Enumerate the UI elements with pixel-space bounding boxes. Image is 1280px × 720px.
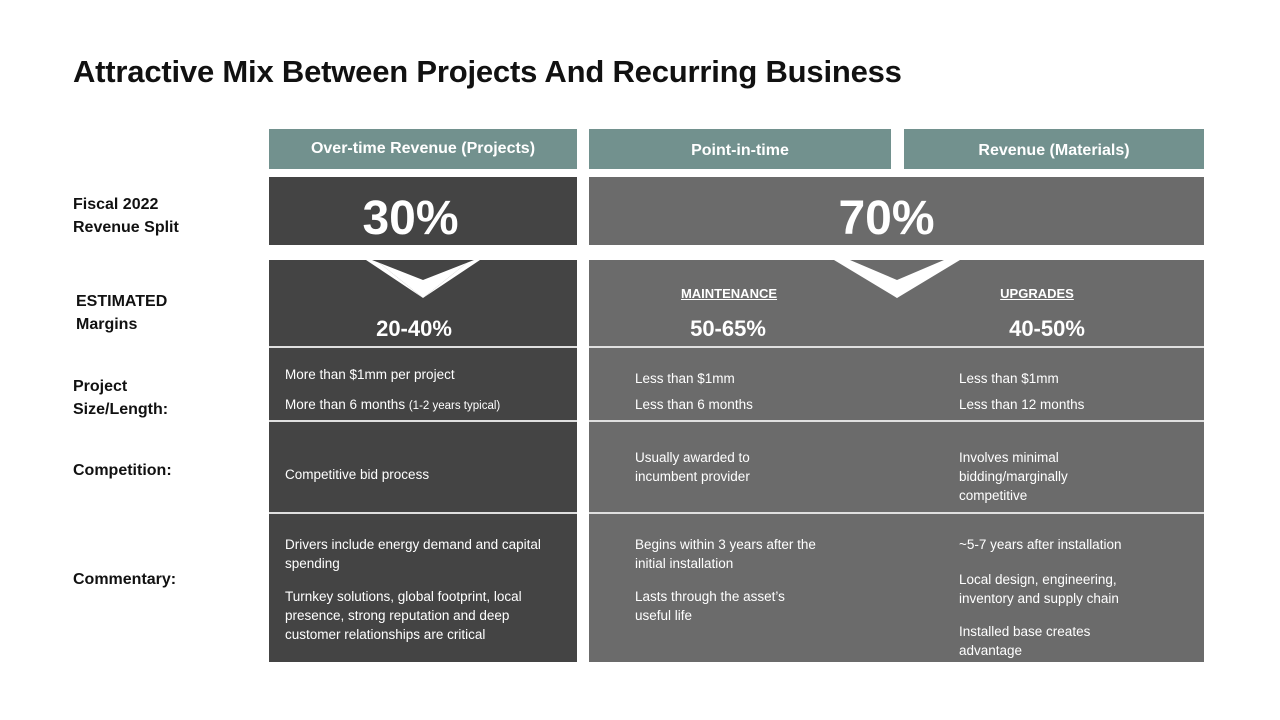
upgrades-commentary-capabilities: Local design, engineering, inventory and… [959, 570, 1119, 608]
header-label: Point-in-time [691, 142, 789, 159]
header-revenue-materials: Revenue (Materials) [904, 129, 1204, 169]
row-divider [269, 512, 577, 514]
cell-line: Usually awarded to [635, 450, 750, 465]
row-label-line: Margins [76, 316, 138, 333]
header-over-time-revenue: Over-time Revenue (Projects) [269, 129, 577, 169]
cell-line: Lasts through the asset’s [635, 589, 785, 604]
row-divider [589, 420, 1204, 422]
upgrades-commentary-timing: ~5-7 years after installation [959, 535, 1121, 554]
cell-line: incumbent provider [635, 469, 750, 484]
projects-duration-line: More than 6 months (1-2 years typical) [285, 395, 500, 416]
maintenance-commentary-timing: Begins within 3 years after the initial … [635, 535, 816, 573]
row-label-line: Revenue Split [73, 219, 179, 236]
projects-margin: 20-40% [376, 316, 452, 341]
cell-line: Involves minimal [959, 450, 1059, 465]
row-divider [589, 512, 1204, 514]
projects-competition: Competitive bid process [285, 467, 430, 482]
projects-commentary-strengths: Turnkey solutions, global footprint, loc… [285, 587, 522, 644]
row-label-line: Size/Length: [73, 401, 169, 418]
projects-duration-text: More than 6 months [285, 397, 406, 412]
cell-line: inventory and supply chain [959, 591, 1119, 606]
row-divider [269, 346, 577, 348]
upgrades-size-line: Less than $1mm [959, 371, 1059, 386]
cell-line: customer relationships are critical [285, 627, 486, 642]
header-label: Revenue (Materials) [978, 142, 1130, 159]
row-label-competition: Competition: [73, 462, 172, 479]
cell-line: initial installation [635, 556, 734, 571]
cell-line: ~5-7 years after installation [959, 537, 1122, 552]
row-label-line: ESTIMATED [76, 293, 168, 310]
row-divider [589, 346, 1204, 348]
upgrades-margin: 40-50% [1009, 316, 1085, 341]
upgrades-duration-line: Less than 12 months [959, 397, 1085, 412]
projects-commentary-drivers: Drivers include energy demand and capita… [285, 535, 541, 573]
page-title: Attractive Mix Between Projects And Recu… [73, 54, 902, 89]
upgrades-competition: Involves minimal bidding/marginally comp… [959, 448, 1068, 505]
cell-line: competitive [959, 488, 1028, 503]
projects-split-value: 30% [362, 192, 459, 245]
upgrades-subheader: UPGRADES [1000, 286, 1074, 301]
cell-line: Local design, engineering, [959, 572, 1117, 587]
projects-size-line: More than $1mm per project [285, 367, 455, 382]
row-label-project-size: Project Size/Length: [73, 375, 168, 421]
header-point-in-time: Point-in-time [589, 129, 891, 169]
header-label: Over-time Revenue (Projects) [310, 140, 536, 157]
cell-line: Drivers include energy demand and capita… [285, 537, 541, 552]
row-label-line: Fiscal 2022 [73, 196, 159, 213]
row-label-margins: ESTIMATED Margins [76, 290, 167, 336]
upgrades-commentary-installed-base: Installed base creates advantage [959, 622, 1090, 660]
cell-line: advantage [959, 643, 1023, 658]
cell-line: presence, strong reputation and deep [285, 608, 510, 623]
cell-line: bidding/marginally [959, 469, 1068, 484]
maintenance-subheader: MAINTENANCE [680, 286, 778, 301]
split-chevron-band [260, 240, 1220, 304]
projects-duration-note: (1-2 years typical) [408, 400, 501, 412]
maintenance-duration-line: Less than 6 months [635, 397, 753, 412]
row-label-commentary: Commentary: [73, 571, 177, 588]
recurring-split-value: 70% [838, 192, 935, 245]
maintenance-size-line: Less than $1mm [635, 371, 735, 386]
cell-line: Begins within 3 years after the [635, 537, 816, 552]
maintenance-commentary-duration: Lasts through the asset’s useful life [635, 587, 785, 625]
cell-line: useful life [635, 608, 693, 623]
row-label-line: Project [73, 378, 128, 395]
maintenance-margin: 50-65% [690, 316, 766, 341]
cell-line: Turnkey solutions, global footprint, loc… [285, 589, 522, 604]
maintenance-competition: Usually awarded to incumbent provider [635, 448, 750, 486]
row-divider [269, 420, 577, 422]
cell-line: spending [285, 556, 340, 571]
cell-line: Installed base creates [959, 624, 1091, 639]
row-label-revenue-split: Fiscal 2022 Revenue Split [73, 193, 179, 239]
